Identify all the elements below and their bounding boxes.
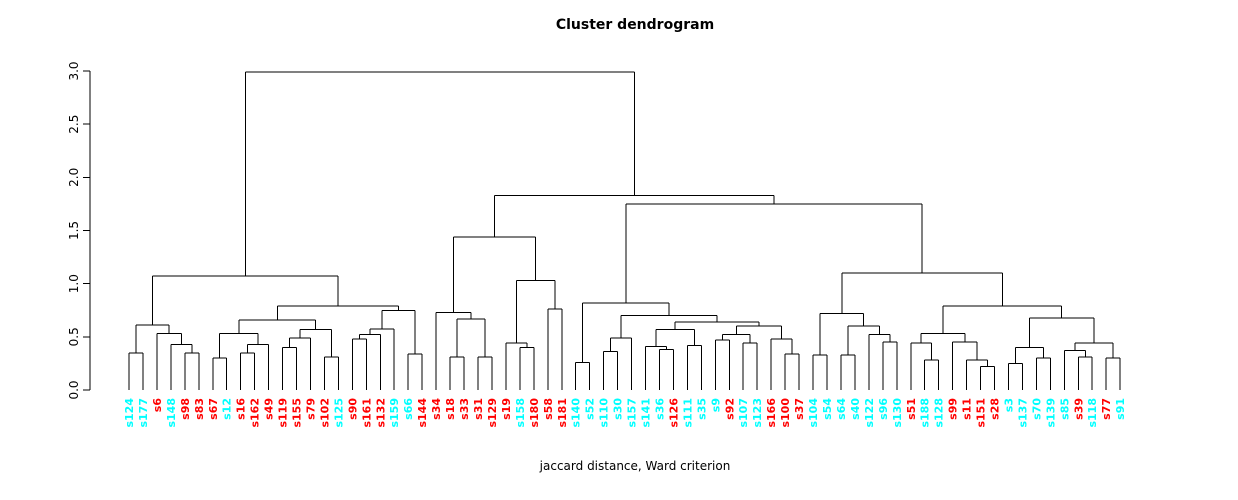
leaf-label: s91 [1114,398,1127,420]
leaf-label: s130 [891,398,904,428]
chart-xlabel: jaccard distance, Ward criterion [539,459,731,473]
leaf-label: s123 [751,398,764,428]
leaf-label: s30 [612,398,625,420]
leaf-label: s128 [933,398,946,428]
leaf-label: s52 [584,398,597,420]
leaf-label: s158 [514,398,527,428]
leaf-label: s180 [528,398,541,428]
leaf-label: s28 [989,398,1002,420]
leaf-label: s70 [1030,398,1043,420]
leaf-label: s77 [1100,398,1113,420]
leaf-label: s85 [1058,398,1071,420]
leaf-label: s92 [723,398,736,420]
y-tick-label: 2.0 [67,168,81,187]
leaf-label: s36 [653,398,666,420]
leaf-label: s124 [123,398,136,428]
leaf-label: s19 [500,398,513,420]
leaf-label: s111 [681,398,694,428]
leaf-label: s54 [821,398,834,420]
leaf-label: s31 [472,398,485,420]
leaf-label: s104 [807,398,820,428]
leaf-label: s3 [1002,398,1015,412]
leaf-label: s35 [695,398,708,420]
leaf-label: s96 [877,398,890,420]
leaf-label: s166 [765,398,778,428]
leaf-label: s177 [137,398,150,428]
leaf-label: s83 [193,398,206,420]
leaf-label: s33 [458,398,471,420]
y-tick-label: 2.5 [67,115,81,134]
chart-title: Cluster dendrogram [555,17,715,33]
leaf-label: s126 [667,398,680,428]
leaf-label: s132 [374,398,387,428]
leaf-label: s51 [905,398,918,420]
leaf-label: s58 [542,398,555,420]
leaf-label: s119 [277,398,290,428]
leaf-label: s9 [709,398,722,412]
y-tick-label: 0.5 [67,327,81,346]
leaf-label: s129 [486,398,499,428]
leaf-label: s122 [863,398,876,428]
leaf-label: s6 [151,398,164,413]
leaf-label: s162 [249,398,262,428]
leaf-label: s49 [263,398,276,420]
leaf-label: s102 [318,398,331,428]
leaf-label: s151 [975,398,988,428]
leaf-label: s159 [388,398,401,428]
leaf-label: s67 [207,398,220,420]
leaf-label: s11 [961,398,974,420]
leaf-label: s40 [849,398,862,420]
y-tick-label: 3.0 [67,61,81,80]
leaf-label: s141 [640,398,653,428]
leaf-label: s161 [360,398,373,428]
leaf-label: s39 [1072,398,1085,420]
leaf-label: s34 [430,398,443,420]
leaf-label: s12 [221,398,234,420]
leaf-label: s139 [1044,398,1057,428]
leaf-label: s79 [304,398,317,420]
leaf-label: s66 [402,398,415,420]
leaf-label: s140 [570,398,583,428]
leaf-label: s137 [1016,398,1029,428]
leaf-label: s90 [346,398,359,420]
leaf-label: s181 [556,398,569,428]
leaf-label: s100 [779,398,792,428]
leaf-label: s144 [416,398,429,428]
y-tick-label: 1.5 [67,221,81,240]
leaf-label: s64 [835,398,848,420]
leaf-label: s110 [598,398,611,428]
leaf-label: s148 [165,398,178,428]
leaf-label: s98 [179,398,192,420]
leaf-label: s157 [626,398,639,428]
y-tick-label: 0.0 [67,380,81,399]
leaf-label: s37 [793,398,806,420]
leaf-label: s16 [235,398,248,420]
leaf-label: s99 [947,398,960,420]
y-tick-label: 1.0 [67,274,81,293]
leaf-label: s118 [1086,398,1099,428]
leaf-label: s125 [332,398,345,428]
leaf-label: s188 [919,398,932,428]
leaf-label: s18 [444,398,457,420]
leaf-label: s155 [291,398,304,428]
leaf-label: s107 [737,398,750,428]
